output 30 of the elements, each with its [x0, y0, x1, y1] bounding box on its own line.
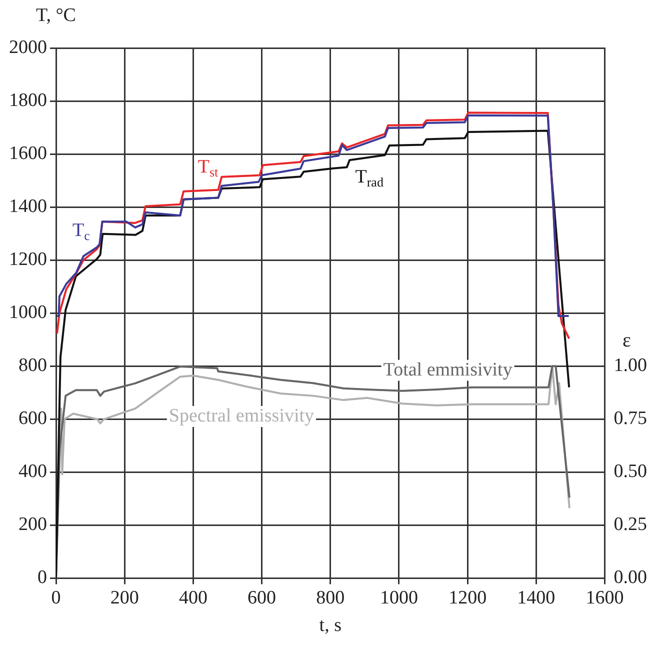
y-tick-label: 200 [18, 514, 47, 536]
y-tick-label: 1000 [9, 302, 47, 324]
y-tick-label: 600 [18, 408, 47, 430]
x-tick-label: 600 [248, 588, 276, 609]
x-tick-label: 800 [316, 588, 345, 609]
y2-tick-label: 0.00 [614, 567, 647, 588]
y-tick-label: 1400 [9, 196, 47, 218]
y-tick-label: 1200 [9, 249, 47, 270]
x-tick-label: 400 [178, 588, 208, 609]
x-tick-label: 1200 [448, 588, 487, 609]
y-tick-label: 0 [38, 567, 47, 588]
series-label: Spectral emissivity [168, 405, 315, 426]
x-tick-label: 1400 [517, 588, 556, 609]
y-tick-label: 400 [18, 461, 47, 482]
y2-tick-label: 0.75 [614, 408, 647, 430]
y-tick-label: 1600 [9, 143, 47, 164]
y-axis-title: T, °C [36, 4, 76, 26]
x-tick-label: 1600 [586, 588, 624, 609]
x-tick-label: 0 [51, 588, 61, 609]
y2-axis-title: ε [622, 329, 631, 352]
x-axis-title: t, s [319, 615, 342, 636]
x-tick-label: 1000 [380, 588, 418, 609]
y-tick-label: 1800 [9, 90, 47, 112]
y2-tick-label: 1.00 [614, 355, 647, 376]
y-tick-label: 800 [18, 355, 47, 376]
y-tick-label: 2000 [9, 36, 47, 58]
y2-tick-label: 0.25 [614, 514, 647, 536]
series-label: Total emmisivity [383, 359, 513, 380]
y2-tick-label: 0.50 [614, 461, 647, 482]
x-tick-label: 200 [110, 588, 139, 609]
